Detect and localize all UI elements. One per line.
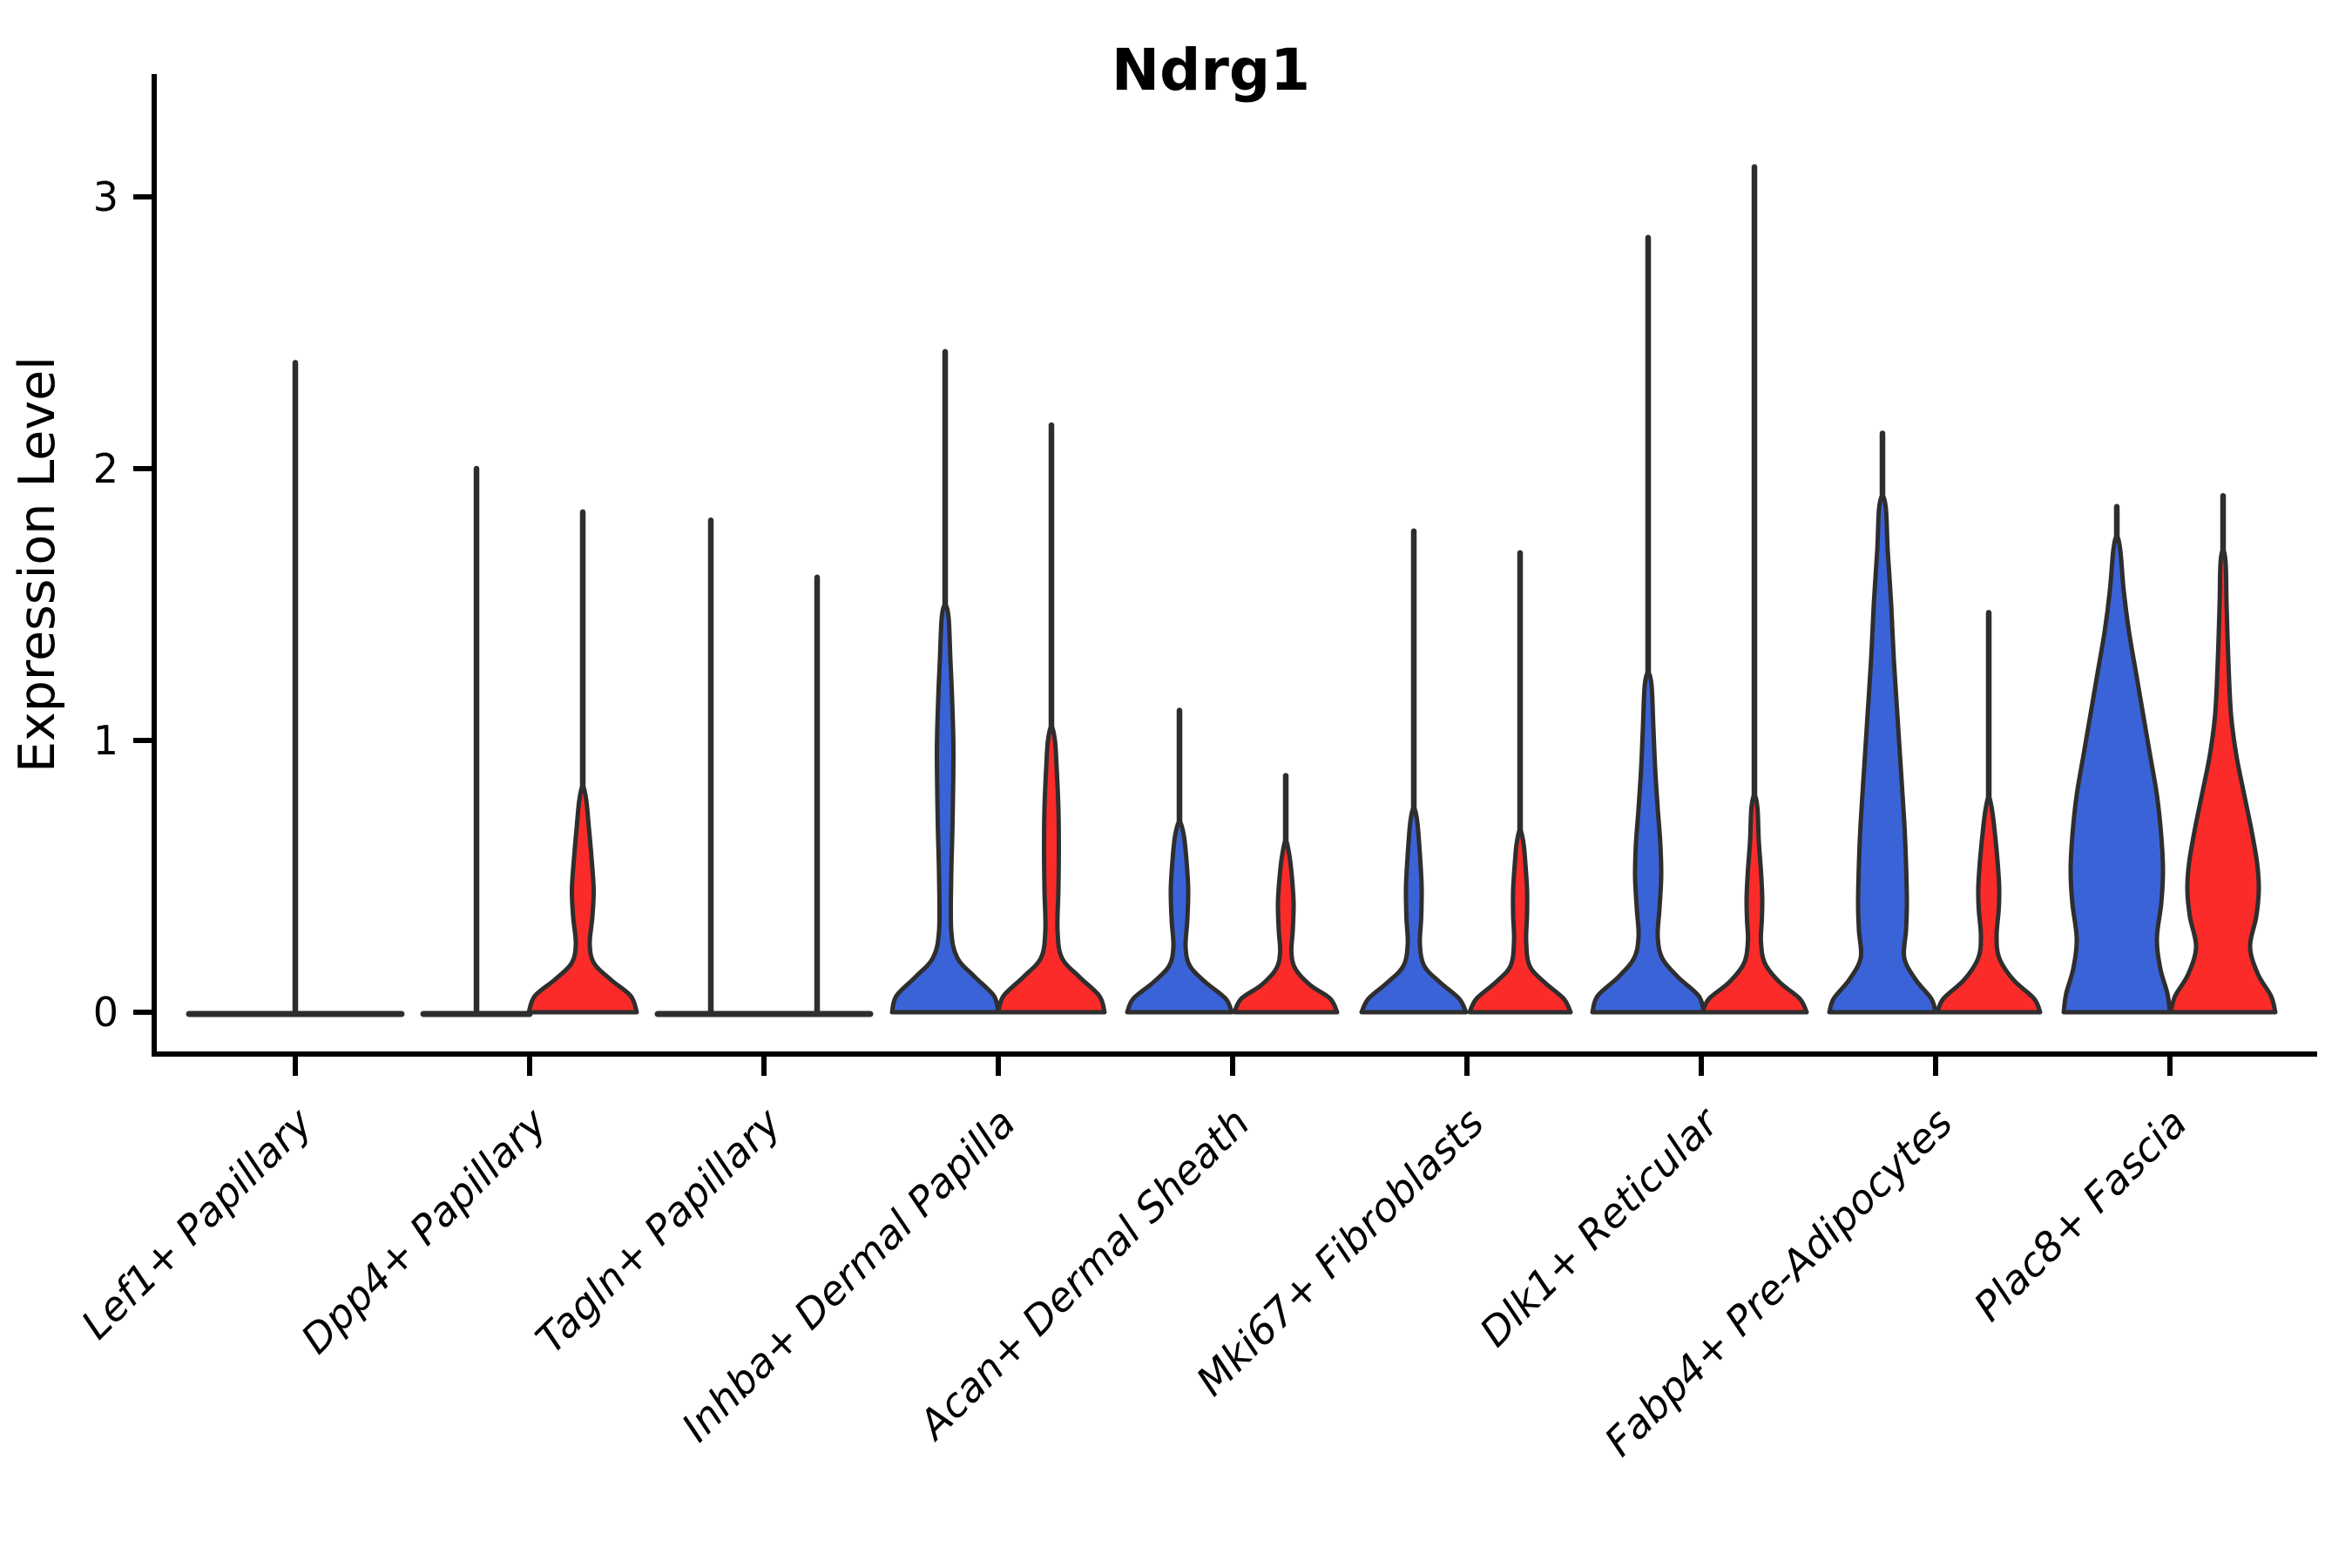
violin-body-red	[2168, 547, 2278, 1015]
y-tick-label: 0	[93, 989, 118, 1036]
violin-body-red	[1232, 838, 1340, 1015]
y-axis-label: Expression Level	[9, 356, 66, 773]
violins-layer	[186, 164, 2278, 1017]
violin-body-blue	[2061, 534, 2173, 1015]
y-tick-label: 3	[93, 173, 118, 220]
x-tick-label: Lef1+ Papillary	[72, 1098, 321, 1348]
violin-body-blue	[1125, 819, 1234, 1015]
violin-body-blue	[1359, 806, 1469, 1015]
chart-title: Ndrg1	[1112, 37, 1310, 104]
x-tick-label: Dlk1+ Reticular	[1470, 1097, 1729, 1355]
violin-body-red	[1935, 794, 2043, 1015]
violin-body-red	[996, 724, 1107, 1015]
x-tick-label: Plac8+ Fascia	[1964, 1099, 2195, 1330]
violin-body-red	[1467, 828, 1573, 1015]
y-tick-label: 1	[93, 717, 118, 764]
violin-body-blue	[1827, 493, 1938, 1015]
violin-body-blue	[889, 602, 1001, 1015]
x-tick-label: Tagln+ Papillary	[526, 1098, 790, 1362]
violin-body-red	[526, 784, 639, 1015]
y-tick-label: 2	[93, 445, 118, 492]
violin-body-red	[1700, 792, 1809, 1015]
violin-body-blue	[1590, 670, 1707, 1015]
x-tick-label: Dpp4+ Papillary	[292, 1098, 556, 1362]
